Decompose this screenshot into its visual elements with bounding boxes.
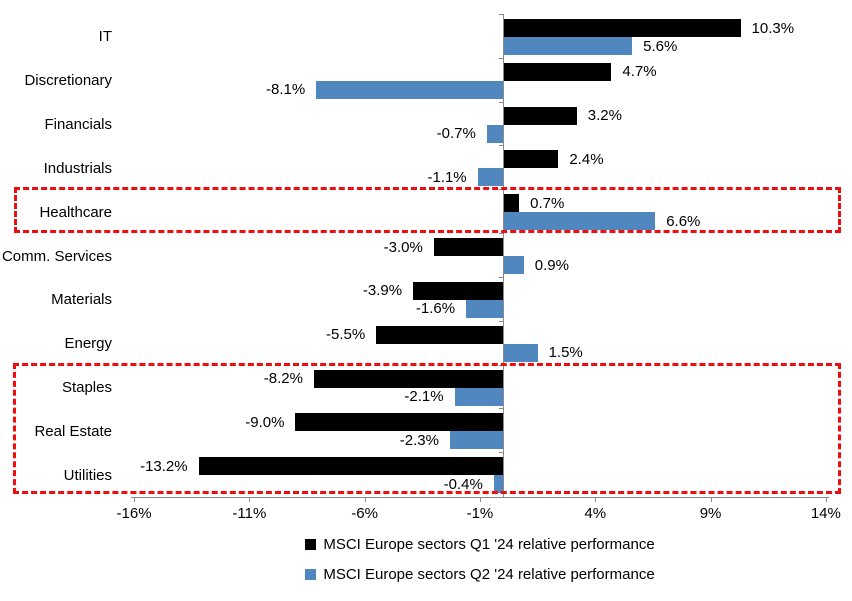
value-label: -1.6%: [415, 300, 456, 318]
x-tick-label: -16%: [116, 505, 152, 522]
x-axis-tick: [825, 497, 827, 502]
series-bar-q2: [503, 37, 633, 55]
y-axis-tick: [499, 452, 504, 453]
series-bar-q1: [503, 19, 741, 37]
x-tick-label: 4%: [584, 505, 607, 522]
series-bar-q1: [313, 369, 503, 388]
y-axis-line: [503, 14, 504, 497]
x-axis-tick: [134, 497, 136, 502]
value-label: -2.3%: [399, 431, 439, 449]
value-label: -3.9%: [362, 282, 403, 300]
category-label: Discretionary: [24, 72, 112, 90]
value-label: -1.1%: [427, 168, 467, 186]
y-axis-tick: [499, 58, 504, 59]
category-label: Comm. Services: [1, 247, 112, 265]
category-label: Industrials: [43, 159, 112, 177]
value-label: 4.7%: [622, 63, 657, 81]
value-label: 2.4%: [569, 150, 604, 168]
y-axis-tick: [499, 189, 504, 190]
legend-item-q1: MSCI Europe sectors Q1 '24 relative perf…: [305, 534, 655, 555]
x-axis-tick: [595, 497, 597, 502]
legend-marker-q2-icon: [305, 569, 317, 580]
series-bar-q1: [503, 106, 577, 125]
series-bar-q1: [376, 325, 503, 344]
legend: MSCI Europe sectors Q1 '24 relative perf…: [131, 534, 829, 585]
category-label: Materials: [51, 291, 112, 309]
value-label: 0.9%: [534, 256, 569, 274]
value-label: 6.6%: [666, 212, 701, 230]
series-bar-q2: [486, 124, 503, 143]
value-label: -8.1%: [266, 81, 306, 99]
y-axis-tick: [499, 102, 504, 103]
category-label: Real Estate: [34, 422, 112, 440]
value-label: 3.2%: [587, 107, 622, 125]
category-label: Staples: [61, 378, 112, 396]
series-bar-q1: [503, 194, 520, 213]
legend-item-q2: MSCI Europe sectors Q2 '24 relative perf…: [305, 564, 655, 585]
x-tick-label: -1%: [466, 505, 494, 522]
legend-marker-q1-icon: [305, 539, 317, 550]
value-label: -2.1%: [404, 388, 444, 406]
value-label: -13.2%: [140, 457, 188, 475]
series-bar-q1: [413, 281, 503, 300]
y-axis-tick: [499, 145, 504, 146]
x-tick-label: 14%: [810, 505, 841, 522]
y-axis-tick: [499, 321, 504, 322]
series-bar-q1: [503, 150, 559, 169]
category-label: Healthcare: [39, 203, 112, 221]
value-label: -3.0%: [383, 238, 423, 256]
category-label: Financials: [44, 116, 112, 134]
series-bar-q2: [503, 343, 538, 362]
series-bar-q2: [503, 256, 524, 275]
series-bar-q2: [503, 212, 656, 231]
series-bar-q2: [493, 475, 503, 494]
series-bar-q2: [466, 299, 503, 318]
series-bar-q1: [433, 238, 503, 257]
series-bar-q2: [449, 431, 503, 450]
series-bar-q2: [477, 168, 503, 187]
value-label: -5.5%: [325, 326, 366, 344]
x-axis-tick: [364, 497, 366, 502]
y-axis-tick: [499, 277, 504, 278]
series-bar-q1: [295, 413, 503, 432]
highlight-box: [14, 187, 841, 233]
y-axis-tick: [499, 233, 504, 234]
series-bar-q2: [454, 387, 503, 406]
value-label: -9.0%: [245, 413, 285, 431]
series-bar-q1: [503, 62, 612, 81]
value-label: 1.5%: [548, 344, 583, 362]
legend-label-q1: MSCI Europe sectors Q1 '24 relative perf…: [323, 536, 655, 553]
x-tick-label: -11%: [232, 505, 267, 522]
x-axis-tick: [710, 497, 712, 502]
value-label: 10.3%: [751, 19, 795, 37]
legend-label-q2: MSCI Europe sectors Q2 '24 relative perf…: [323, 566, 655, 583]
series-bar-q2: [316, 80, 503, 99]
series-bar-q1: [198, 457, 503, 476]
category-label: Energy: [64, 335, 112, 353]
x-tick-label: -6%: [351, 505, 378, 522]
value-label: 5.6%: [643, 37, 678, 55]
x-tick-label: 9%: [699, 505, 722, 522]
y-axis-tick: [499, 408, 504, 409]
value-label: -0.7%: [436, 125, 476, 143]
value-label: -0.4%: [443, 475, 483, 493]
category-label: Utilities: [63, 466, 112, 484]
category-label: IT: [98, 28, 112, 46]
value-label: -8.2%: [263, 370, 303, 388]
y-axis-tick: [499, 365, 504, 366]
value-label: 0.7%: [530, 194, 565, 212]
x-axis-tick: [249, 497, 251, 502]
y-axis-tick: [499, 14, 504, 15]
x-axis-tick: [479, 497, 481, 502]
